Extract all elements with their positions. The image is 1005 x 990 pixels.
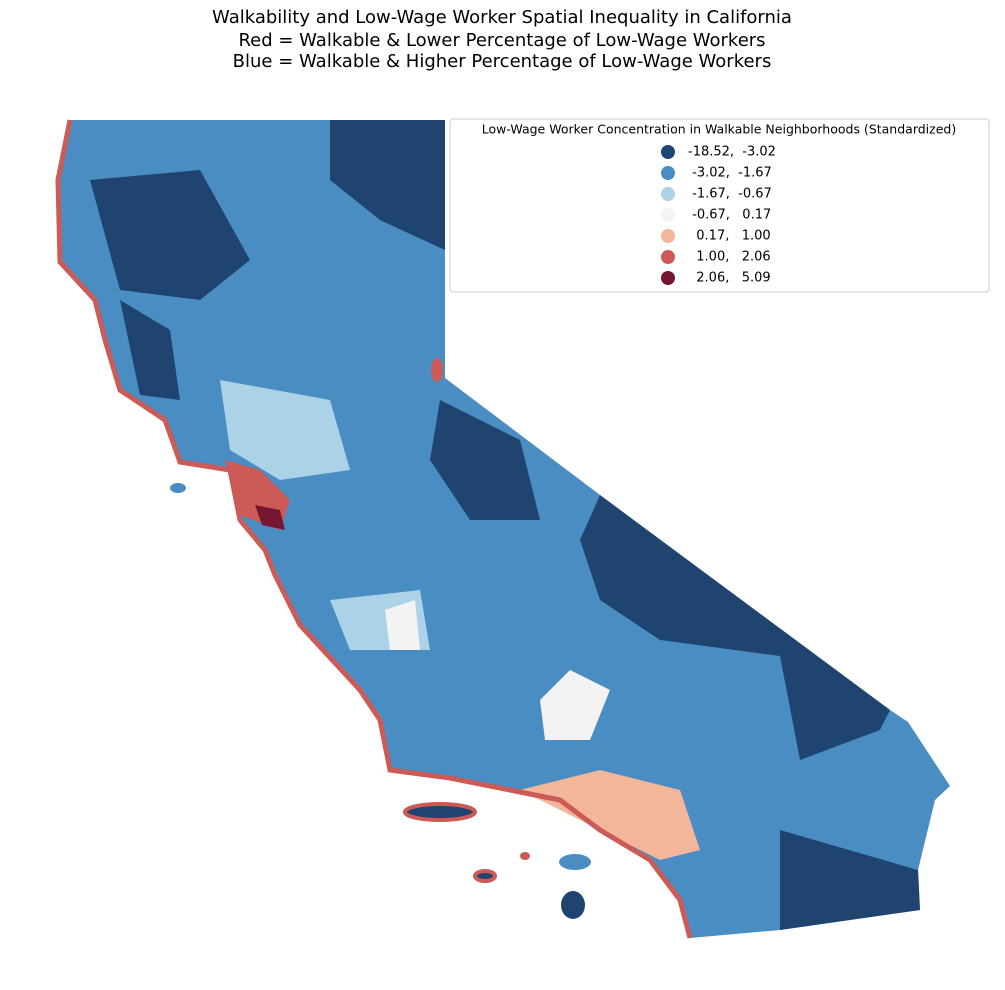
- island: [431, 358, 443, 382]
- region: [90, 170, 250, 300]
- region: [580, 495, 890, 760]
- legend: Low-Wage Worker Concentration in Walkabl…: [449, 118, 990, 293]
- region: [120, 300, 180, 400]
- title-line: Red = Walkable & Lower Percentage of Low…: [238, 30, 765, 51]
- legend-marker: [661, 208, 675, 222]
- region: [430, 400, 540, 520]
- legend-label: 1.00, 2.06: [688, 250, 771, 265]
- region: [780, 830, 920, 930]
- region: [330, 120, 445, 250]
- legend-label: -18.52, -3.02: [688, 145, 776, 160]
- legend-marker: [661, 166, 675, 180]
- region: [220, 380, 350, 480]
- legend-label: 2.06, 5.09: [688, 271, 771, 286]
- california-map: [55, 119, 950, 939]
- island: [170, 483, 186, 493]
- legend-label: 0.17, 1.00: [688, 229, 771, 244]
- title-line: Walkability and Low-Wage Worker Spatial …: [212, 7, 792, 28]
- region: [255, 505, 285, 530]
- legend-label: -3.02, -1.67: [688, 166, 772, 181]
- legend-marker: [661, 271, 675, 285]
- region: [385, 600, 420, 650]
- legend-frame: [449, 118, 990, 293]
- island: [559, 854, 591, 870]
- legend-label: -1.67, -0.67: [688, 187, 772, 202]
- legend-marker: [661, 187, 675, 201]
- island: [520, 852, 530, 860]
- legend-marker: [661, 250, 675, 264]
- island: [473, 869, 497, 883]
- coastline: [55, 119, 693, 939]
- title-line: Blue = Walkable & Higher Percentage of L…: [233, 51, 772, 72]
- legend-marker: [661, 229, 675, 243]
- island: [403, 802, 477, 822]
- legend-marker: [661, 145, 675, 159]
- legend-label: -0.67, 0.17: [688, 208, 771, 223]
- region: [520, 770, 700, 860]
- island: [561, 891, 585, 919]
- legend-title: Low-Wage Worker Concentration in Walkabl…: [482, 122, 956, 137]
- region: [540, 670, 610, 740]
- state-shape: [58, 120, 950, 938]
